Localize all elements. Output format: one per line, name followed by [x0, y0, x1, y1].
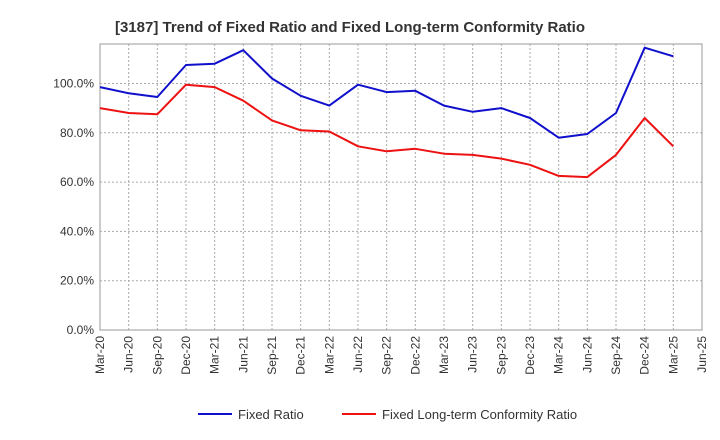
x-tick-label: Dec-21 [294, 336, 308, 375]
chart-title: [3187] Trend of Fixed Ratio and Fixed Lo… [115, 19, 585, 36]
legend-label-2: Fixed Long-term Conformity Ratio [382, 407, 577, 422]
x-tick-label: Mar-22 [322, 336, 336, 374]
series-line-1 [99, 46, 674, 139]
x-tick-label: Mar-25 [666, 336, 680, 374]
y-tick-label: 0.0% [67, 323, 95, 337]
y-tick-label: 20.0% [60, 274, 94, 288]
y-tick-label: 60.0% [60, 175, 94, 189]
x-tick-label: Jun-23 [466, 336, 480, 373]
x-tick-label: Mar-21 [208, 336, 222, 374]
x-tick-label: Jun-21 [236, 336, 250, 373]
y-tick-label: 100.0% [53, 76, 94, 90]
legend: Fixed Ratio Fixed Long-term Conformity Ra… [198, 407, 577, 422]
x-tick-label: Mar-23 [437, 336, 451, 374]
x-tick-label: Mar-24 [552, 336, 566, 374]
x-tick-label: Dec-22 [408, 336, 422, 375]
x-tick-label: Dec-20 [179, 336, 193, 375]
x-tick-label: Dec-23 [523, 336, 537, 375]
plot-area: 0.0% 20.0% 40.0% 60.0% 80.0% 100.0% Mar-20 Jun-… [53, 43, 709, 375]
x-tick-label: Sep-22 [380, 336, 394, 375]
x-tick-label: Jun-22 [351, 336, 365, 373]
x-tick-label: Sep-24 [609, 336, 623, 375]
x-tick-label: Jun-20 [122, 336, 136, 373]
y-tick-label: 40.0% [60, 224, 94, 238]
x-tick-label: Sep-23 [494, 336, 508, 375]
x-tick-label: Sep-20 [150, 336, 164, 375]
x-tick-label: Jun-24 [580, 336, 594, 373]
x-tick-label: Sep-21 [265, 336, 279, 375]
series-line-2 [99, 83, 675, 179]
x-tick-label: Jun-25 [695, 336, 709, 373]
legend-label-1: Fixed Ratio [238, 407, 304, 422]
plot-frame [99, 43, 703, 331]
x-tick-label: Mar-20 [93, 336, 107, 374]
x-tick-label: Dec-24 [638, 336, 652, 375]
y-tick-label: 80.0% [60, 126, 94, 140]
